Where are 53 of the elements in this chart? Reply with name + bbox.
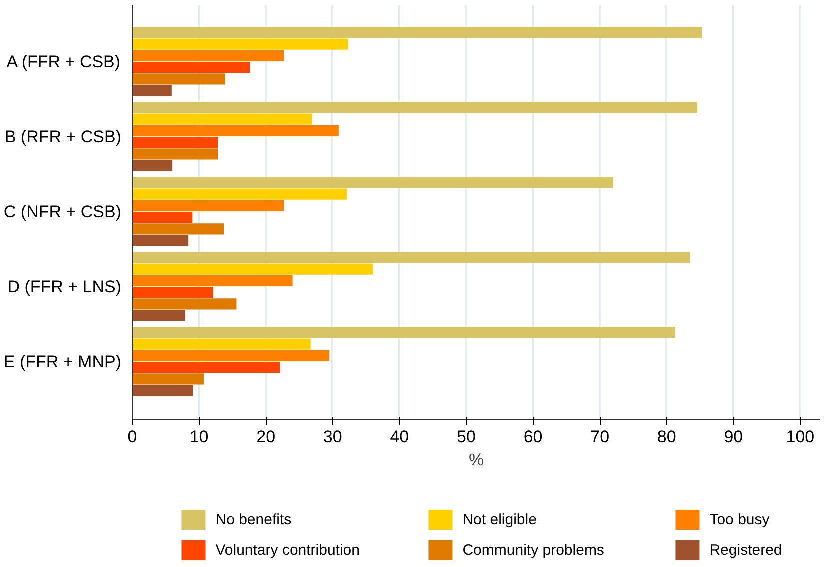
legend-label: Voluntary contribution — [216, 542, 360, 559]
bar — [132, 177, 614, 188]
bar — [132, 125, 339, 136]
x-tick-label: 80 — [657, 428, 676, 446]
bar — [132, 252, 690, 264]
legend-label: Not eligible — [462, 512, 537, 528]
bar — [132, 235, 189, 246]
legend-label: Community problems — [462, 542, 604, 559]
x-tick-label: 50 — [457, 428, 476, 446]
bar — [132, 224, 224, 235]
bar — [132, 385, 194, 396]
y-tick-label: C (NFR + CSB) — [4, 202, 122, 222]
x-tick-label: 60 — [524, 428, 543, 446]
bar — [132, 298, 237, 310]
bar — [132, 287, 214, 298]
bar — [132, 62, 250, 74]
x-tick-label: 20 — [256, 428, 276, 446]
x-tick-label: 10 — [190, 428, 209, 446]
x-tick-label: 100 — [786, 428, 815, 446]
bar — [132, 374, 204, 385]
bar — [132, 200, 284, 212]
bar — [132, 338, 311, 350]
x-tick-label: 90 — [724, 428, 744, 446]
y-tick-label: E (FFR + MNP) — [4, 352, 122, 372]
y-tick-label: B (RFR + CSB) — [4, 127, 122, 146]
bar — [132, 85, 172, 96]
x-axis-title: % — [468, 450, 484, 470]
bar — [132, 102, 698, 114]
bar — [132, 264, 373, 275]
bar — [132, 38, 348, 50]
bar — [132, 148, 218, 160]
bar — [132, 327, 676, 338]
bar — [132, 350, 330, 362]
bar — [132, 212, 193, 224]
bar — [132, 27, 702, 38]
legend-label: No benefits — [216, 512, 292, 528]
bar — [132, 50, 284, 62]
bar — [132, 74, 226, 85]
bar — [132, 160, 173, 172]
bar — [132, 137, 218, 148]
bar — [132, 188, 347, 200]
y-tick-label: A (FFR + CSB) — [6, 52, 121, 72]
y-tick-label: D (FFR + LNS) — [8, 277, 122, 296]
bar — [132, 310, 186, 322]
bar — [132, 114, 312, 125]
legend-label: Registered — [710, 542, 782, 559]
x-tick-label: 70 — [590, 428, 610, 446]
bar — [132, 275, 293, 286]
legend-label: Too busy — [710, 512, 770, 528]
x-tick-label: 30 — [323, 428, 342, 446]
x-tick-label: 40 — [390, 428, 410, 446]
x-tick-label: 0 — [128, 428, 138, 446]
bar — [132, 362, 280, 374]
